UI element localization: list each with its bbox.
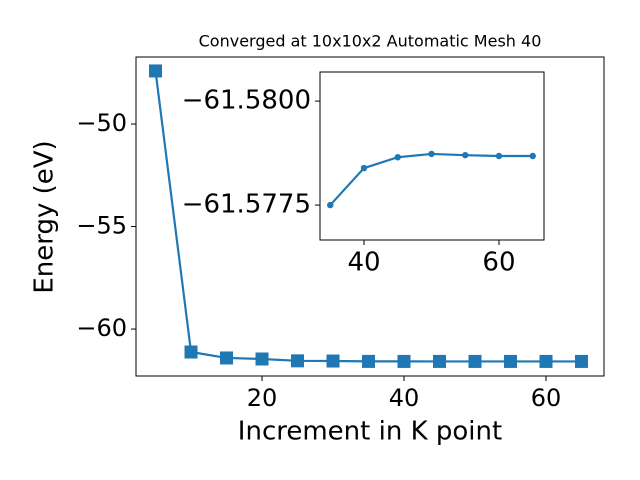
marker bbox=[462, 151, 469, 159]
marker bbox=[360, 164, 368, 172]
marker bbox=[220, 351, 234, 365]
marker bbox=[184, 345, 198, 359]
marker bbox=[495, 152, 503, 160]
x-tick-label: 60 bbox=[531, 384, 562, 412]
x-tick-label: 40 bbox=[389, 384, 420, 412]
marker bbox=[149, 64, 163, 78]
marker bbox=[326, 354, 340, 368]
x-tick-label: 20 bbox=[247, 384, 278, 412]
marker bbox=[468, 354, 482, 368]
y-tick-label: −50 bbox=[76, 109, 127, 137]
y-axis-label: Energy (eV) bbox=[30, 140, 60, 293]
chart-title: Converged at 10x10x2 Automatic Mesh 40 bbox=[199, 32, 542, 51]
marker bbox=[394, 154, 401, 161]
marker bbox=[574, 354, 588, 368]
marker bbox=[362, 354, 376, 368]
marker bbox=[433, 354, 447, 368]
marker bbox=[503, 354, 517, 368]
y-tick-label: −60 bbox=[76, 314, 127, 342]
y-tick-label: −61.5775 bbox=[182, 190, 311, 220]
y-tick-label: −55 bbox=[76, 212, 127, 240]
marker bbox=[327, 201, 334, 209]
y-tick-label: −61.5800 bbox=[182, 86, 311, 116]
x-tick-label: 60 bbox=[482, 248, 515, 278]
marker bbox=[291, 354, 305, 368]
marker bbox=[428, 150, 435, 158]
x-axis-label: Increment in K point bbox=[238, 417, 502, 447]
marker bbox=[539, 354, 553, 368]
marker bbox=[529, 152, 536, 160]
marker bbox=[255, 352, 269, 366]
x-tick-label: 40 bbox=[347, 248, 380, 278]
marker bbox=[397, 354, 411, 368]
